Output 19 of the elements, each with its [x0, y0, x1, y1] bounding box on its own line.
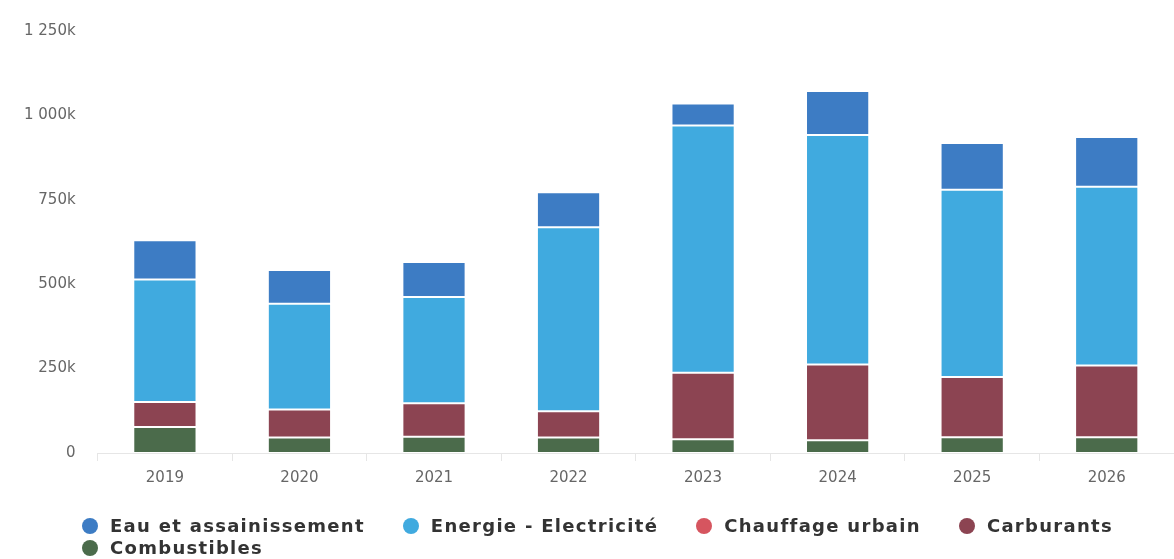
- x-tick-label: 2022: [549, 467, 588, 486]
- x-tick-label: 2021: [414, 467, 454, 486]
- legend-label: Carburants: [986, 515, 1113, 536]
- x-tick-label: 2023: [683, 467, 723, 486]
- legend-label: Combustibles: [110, 537, 264, 558]
- x-tick-label: 2025: [953, 467, 992, 486]
- x-tick-label: 2019: [145, 467, 184, 486]
- legend-label: Eau et assainissement: [110, 515, 365, 536]
- y-tick-label: 500k: [38, 274, 76, 293]
- legend-label: Energie - Electricité: [430, 515, 659, 536]
- y-tick-label: 1 250k: [23, 20, 76, 39]
- y-tick-label: 1 000k: [23, 105, 76, 124]
- x-tick-label: 2020: [280, 467, 319, 486]
- legend-label: Chauffage urbain: [724, 515, 921, 536]
- x-tick-label: 2024: [818, 467, 857, 486]
- y-tick-label: 0: [66, 442, 76, 461]
- y-tick-label: 250k: [38, 358, 76, 377]
- x-tick-label: 2026: [1087, 467, 1126, 486]
- y-tick-label: 750k: [38, 189, 76, 208]
